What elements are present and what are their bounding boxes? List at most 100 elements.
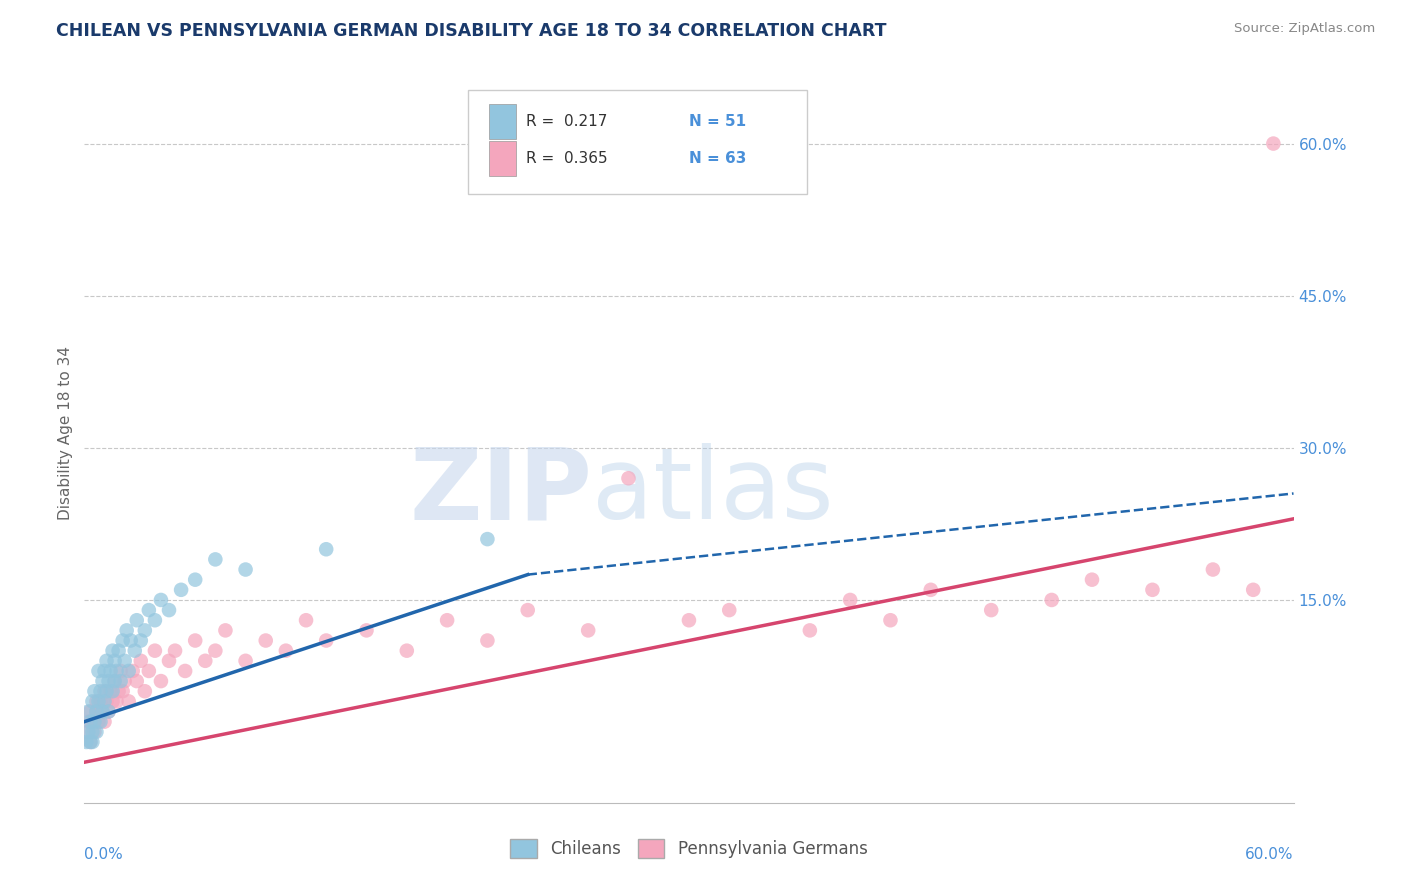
Point	[121, 664, 143, 678]
Point	[96, 684, 118, 698]
Point	[134, 684, 156, 698]
Point	[315, 633, 337, 648]
Point	[617, 471, 640, 485]
Point	[149, 674, 172, 689]
Point	[125, 674, 148, 689]
Point	[79, 735, 101, 749]
Point	[86, 694, 108, 708]
Point	[143, 643, 166, 657]
Point	[104, 674, 127, 689]
Point	[129, 633, 152, 648]
Point	[114, 674, 136, 689]
Point	[89, 714, 111, 729]
Point	[87, 694, 110, 708]
Point	[174, 664, 197, 678]
Point	[91, 705, 114, 719]
Point	[105, 694, 128, 708]
Point	[91, 674, 114, 689]
Point	[118, 664, 141, 678]
Point	[118, 694, 141, 708]
Text: ZIP: ZIP	[409, 443, 592, 541]
Point	[86, 724, 108, 739]
Point	[96, 654, 118, 668]
Text: R =  0.365: R = 0.365	[526, 151, 607, 166]
Point	[79, 735, 101, 749]
Point	[149, 593, 172, 607]
Point	[184, 633, 207, 648]
Point	[477, 532, 499, 546]
FancyBboxPatch shape	[489, 103, 516, 139]
Text: 60.0%: 60.0%	[1246, 847, 1294, 863]
Point	[254, 633, 277, 648]
Point	[82, 694, 104, 708]
Point	[235, 562, 257, 576]
Point	[204, 643, 226, 657]
Point	[77, 714, 100, 729]
Point	[83, 684, 105, 698]
Point	[125, 613, 148, 627]
Point	[110, 674, 132, 689]
Point	[111, 684, 134, 698]
Legend: Chileans, Pennsylvania Germans: Chileans, Pennsylvania Germans	[503, 833, 875, 865]
Point	[79, 705, 101, 719]
Point	[124, 643, 146, 657]
Point	[295, 613, 318, 627]
Point	[101, 684, 124, 698]
Point	[138, 664, 160, 678]
Point	[93, 664, 115, 678]
Point	[143, 613, 166, 627]
Point	[77, 705, 100, 719]
Point	[96, 694, 118, 708]
FancyBboxPatch shape	[468, 90, 807, 194]
Point	[274, 643, 297, 657]
Point	[138, 603, 160, 617]
Point	[83, 714, 105, 729]
Point	[97, 705, 120, 719]
Point	[165, 643, 187, 657]
Text: R =  0.217: R = 0.217	[526, 114, 607, 129]
Point	[1081, 573, 1104, 587]
Point	[101, 694, 124, 708]
Point	[477, 633, 499, 648]
Point	[107, 684, 129, 698]
Point	[678, 613, 700, 627]
Point	[75, 724, 97, 739]
Point	[1263, 136, 1285, 151]
Point	[170, 582, 193, 597]
Point	[93, 684, 115, 698]
Text: N = 63: N = 63	[689, 151, 747, 166]
Point	[83, 724, 105, 739]
Text: N = 51: N = 51	[689, 114, 747, 129]
Text: 0.0%: 0.0%	[84, 847, 124, 863]
Point	[82, 714, 104, 729]
Point	[134, 624, 156, 638]
Point	[129, 654, 152, 668]
Point	[235, 654, 257, 668]
Point	[879, 613, 901, 627]
Point	[105, 664, 128, 678]
Point	[100, 664, 122, 678]
Text: CHILEAN VS PENNSYLVANIA GERMAN DISABILITY AGE 18 TO 34 CORRELATION CHART: CHILEAN VS PENNSYLVANIA GERMAN DISABILIT…	[56, 22, 887, 40]
Point	[839, 593, 862, 607]
Point	[718, 603, 741, 617]
Point	[86, 705, 108, 719]
Point	[576, 624, 599, 638]
Point	[93, 694, 115, 708]
Point	[87, 714, 110, 729]
Point	[115, 624, 138, 638]
Point	[87, 664, 110, 678]
Point	[980, 603, 1002, 617]
Point	[111, 633, 134, 648]
Point	[436, 613, 458, 627]
Point	[86, 705, 108, 719]
Point	[194, 654, 217, 668]
Y-axis label: Disability Age 18 to 34: Disability Age 18 to 34	[58, 345, 73, 520]
Point	[93, 714, 115, 729]
FancyBboxPatch shape	[489, 141, 516, 177]
Point	[101, 643, 124, 657]
Point	[1040, 593, 1063, 607]
Point	[91, 705, 114, 719]
Point	[104, 674, 127, 689]
Point	[516, 603, 538, 617]
Text: atlas: atlas	[592, 443, 834, 541]
